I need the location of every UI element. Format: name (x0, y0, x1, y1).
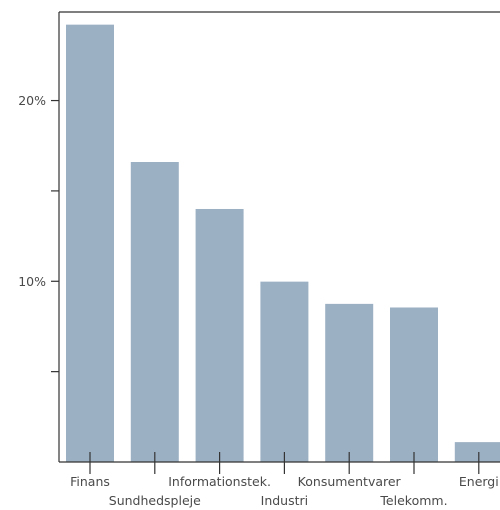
y-tick-label: 10% (18, 274, 46, 289)
bar-energi (454, 442, 500, 462)
x-category-label: Energi (459, 474, 499, 489)
bar-konsumentvarer (325, 303, 374, 462)
x-category-label: Industri (261, 493, 309, 508)
x-category-label: Konsumentvarer (298, 474, 402, 489)
x-category-label: Informationstek. (168, 474, 271, 489)
x-category-label: Finans (70, 474, 110, 489)
bar-telekomm (390, 307, 438, 462)
x-category-label: Telekomm. (379, 493, 447, 508)
bar-industri (260, 281, 309, 462)
bar-sundhedspleje (130, 162, 179, 462)
y-axis-ticks: 10% 20% (18, 93, 59, 373)
x-axis-ticks: Finans Sundhedspleje Informationstek. Indus… (70, 452, 499, 508)
bars-group (66, 24, 500, 462)
bar-finans (66, 24, 114, 462)
bar-informationstek (195, 208, 244, 462)
x-category-label: Sundhedspleje (109, 493, 201, 508)
y-tick-label: 20% (18, 93, 46, 108)
